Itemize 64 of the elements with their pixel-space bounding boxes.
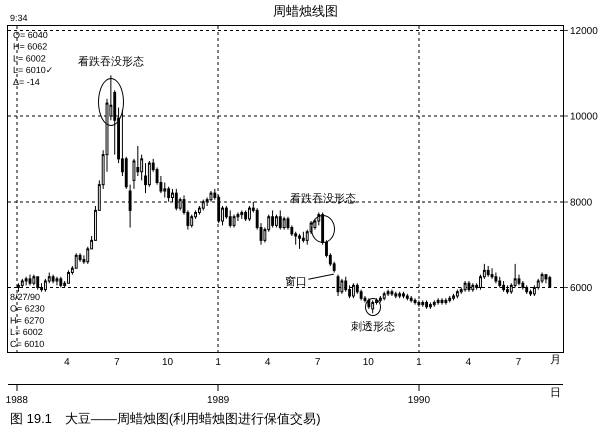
x-tick-label: 7 bbox=[516, 356, 522, 368]
candlestick bbox=[414, 298, 416, 306]
y-tick-label: 8000 bbox=[570, 197, 593, 208]
caption: 图 19.1 大豆——周蜡烛图(利用蜡烛图进行保值交易) bbox=[10, 411, 321, 426]
candlestick bbox=[28, 274, 32, 286]
candlestick bbox=[67, 270, 70, 284]
x2-tick-label: 1989 bbox=[206, 395, 230, 406]
candlestick bbox=[410, 296, 413, 303]
x-tick-label: 1 bbox=[215, 356, 222, 368]
x-tick-label: 4 bbox=[264, 356, 271, 368]
candlestick bbox=[228, 210, 232, 228]
candlestick bbox=[144, 162, 147, 194]
candlestick bbox=[240, 210, 244, 220]
candlestick bbox=[398, 291, 402, 299]
chart-title: 周蜡烛线图 bbox=[273, 4, 338, 19]
candlestick bbox=[52, 274, 55, 284]
candlestick bbox=[425, 300, 428, 310]
candlestick bbox=[456, 289, 459, 299]
candlestick bbox=[367, 298, 370, 310]
candlestick bbox=[494, 272, 498, 284]
candlestick bbox=[190, 214, 194, 228]
annotation: 看跌吞没形态 bbox=[78, 55, 144, 68]
x2-tick-label: 1988 bbox=[6, 395, 28, 406]
candlestick bbox=[490, 268, 494, 280]
x-axis-title: 月 bbox=[550, 354, 561, 366]
x-tick-label: 4 bbox=[64, 356, 70, 368]
candlestick bbox=[406, 293, 409, 301]
candlestick bbox=[371, 300, 374, 314]
candlestick bbox=[448, 296, 452, 303]
x2-axis-title: 日 bbox=[550, 387, 561, 399]
x-tick-label: 10 bbox=[362, 356, 374, 368]
y-tick-label: 12000 bbox=[570, 26, 598, 37]
candlestick bbox=[394, 291, 398, 299]
text: 9:34 bbox=[10, 13, 28, 23]
y-tick-label: 10000 bbox=[570, 112, 598, 123]
candlestick bbox=[244, 210, 248, 222]
candlestick bbox=[436, 298, 440, 306]
candlestick bbox=[452, 293, 455, 301]
candlestick bbox=[432, 300, 436, 308]
candlestick bbox=[428, 302, 432, 310]
candlestick bbox=[378, 296, 382, 303]
x-tick-label: 7 bbox=[114, 356, 120, 368]
candlestick bbox=[382, 291, 386, 301]
candlestick bbox=[232, 214, 236, 228]
x-tick-label: 10 bbox=[162, 356, 174, 368]
candlestick bbox=[440, 298, 444, 306]
y-tick-label: 6000 bbox=[570, 282, 593, 294]
x2-tick-label: 1990 bbox=[408, 395, 430, 406]
annotation: 8/27/90 O= 6230 H= 6270 L= 6002 C= 6010 bbox=[10, 292, 45, 349]
x-tick-label: 1 bbox=[416, 356, 422, 368]
candlestick bbox=[278, 210, 282, 230]
candlestick bbox=[444, 298, 448, 306]
x-tick-label: 7 bbox=[314, 356, 321, 368]
candlestick bbox=[421, 300, 424, 308]
candlestick bbox=[274, 214, 278, 228]
annotation: 刺透形态 bbox=[351, 320, 395, 333]
annotation: 窗口 bbox=[285, 275, 307, 288]
candlestick bbox=[248, 206, 251, 222]
candlestick bbox=[402, 291, 405, 299]
candlestick bbox=[486, 266, 490, 278]
x-tick-label: 4 bbox=[466, 356, 472, 368]
candlestick bbox=[544, 274, 548, 284]
candlestick bbox=[298, 233, 301, 250]
candlestick bbox=[271, 210, 274, 228]
